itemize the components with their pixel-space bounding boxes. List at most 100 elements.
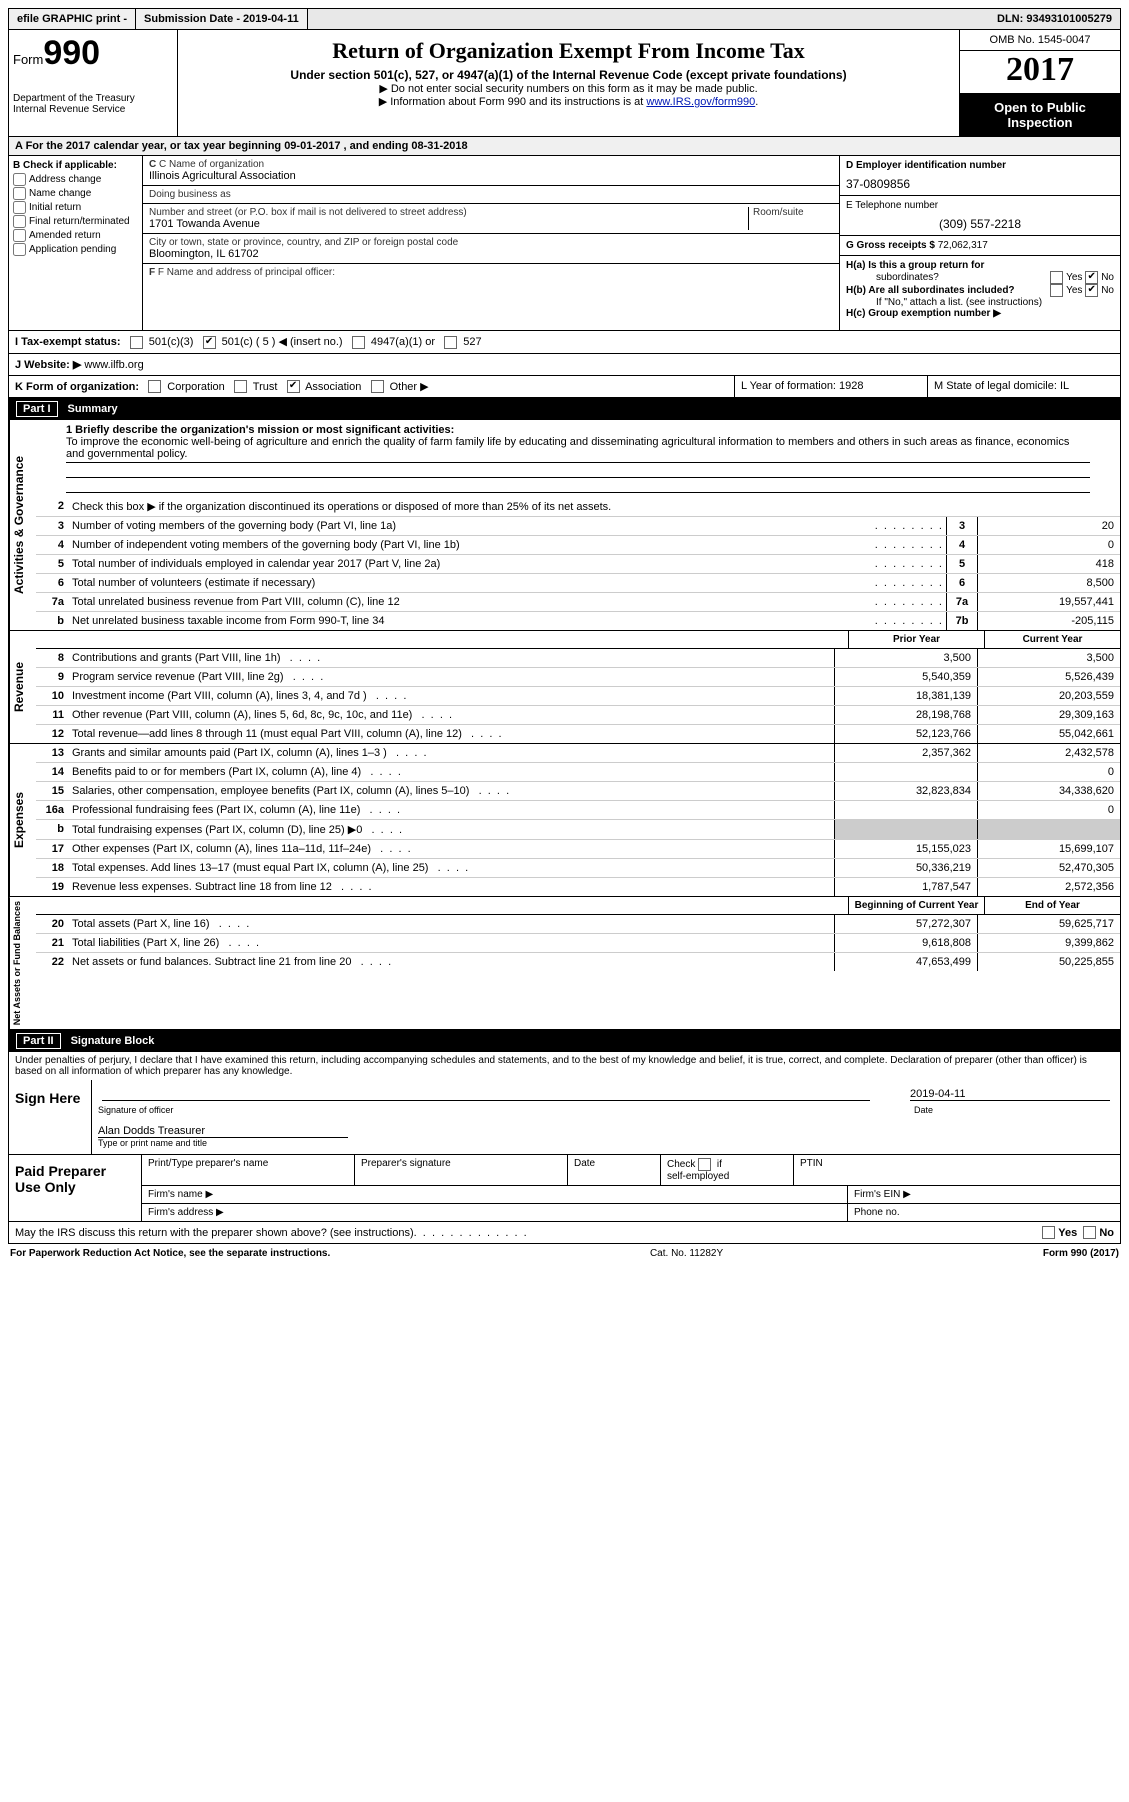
exp-line-b: bTotal fundraising expenses (Part IX, co… xyxy=(36,820,1120,840)
sig-officer-label: Signature of officer xyxy=(98,1105,874,1115)
city-value: Bloomington, IL 61702 xyxy=(149,248,833,260)
ha-yes[interactable] xyxy=(1050,271,1063,284)
exp-line-13: 13Grants and similar amounts paid (Part … xyxy=(36,744,1120,763)
form-header: Form990 Department of the Treasury Inter… xyxy=(8,30,1121,137)
revenue-section: Revenue Prior Year Current Year 8Contrib… xyxy=(8,631,1121,744)
net-line-20: 20Total assets (Part X, line 16) . . . .… xyxy=(36,915,1120,934)
cb-other[interactable] xyxy=(371,380,384,393)
efile-print-label[interactable]: efile GRAPHIC print - xyxy=(9,9,136,29)
note-info: ▶ Information about Form 990 and its ins… xyxy=(188,95,949,108)
cb-assoc[interactable] xyxy=(287,380,300,393)
ha-label: H(a) Is this a group return for xyxy=(846,260,984,271)
hb-no[interactable] xyxy=(1085,284,1098,297)
exp-line-19: 19Revenue less expenses. Subtract line 1… xyxy=(36,878,1120,896)
ptin-hdr: PTIN xyxy=(794,1155,1120,1185)
ein-value: 37-0809856 xyxy=(846,171,1114,191)
row-j: J Website: ▶ www.ilfb.org xyxy=(8,354,1121,376)
cb-amended[interactable]: Amended return xyxy=(13,229,138,242)
firm-name: Firm's name ▶ xyxy=(142,1186,848,1203)
form-number-block: Form990 xyxy=(13,34,173,73)
firm-ein: Firm's EIN ▶ xyxy=(848,1186,1120,1203)
cb-address-change[interactable]: Address change xyxy=(13,173,138,186)
cb-app-pending[interactable]: Application pending xyxy=(13,243,138,256)
net-line-22: 22Net assets or fund balances. Subtract … xyxy=(36,953,1120,971)
cb-501c[interactable] xyxy=(203,336,216,349)
ein-label: D Employer identification number xyxy=(846,160,1006,171)
cb-corp[interactable] xyxy=(148,380,161,393)
form-subtitle: Under section 501(c), 527, or 4947(a)(1)… xyxy=(188,68,949,82)
hb-yes[interactable] xyxy=(1050,284,1063,297)
col-b-header: B Check if applicable: xyxy=(13,160,138,171)
footer-right: Form 990 (2017) xyxy=(1043,1248,1119,1259)
row-a-tax-year: A For the 2017 calendar year, or tax yea… xyxy=(8,137,1121,156)
dln: DLN: 93493101005279 xyxy=(989,9,1120,29)
preparer-date-hdr: Date xyxy=(568,1155,661,1185)
state-domicile: M State of legal domicile: IL xyxy=(927,376,1120,398)
discuss-text: May the IRS discuss this return with the… xyxy=(15,1227,414,1239)
cb-4947[interactable] xyxy=(352,336,365,349)
rev-line-12: 12Total revenue—add lines 8 through 11 (… xyxy=(36,725,1120,743)
hdr-prior-year: Prior Year xyxy=(848,631,984,648)
officer-name: Alan Dodds Treasurer xyxy=(98,1125,348,1138)
dept-line1: Department of the Treasury xyxy=(13,93,173,104)
part1-header: Part I Summary xyxy=(8,398,1121,420)
gov-line-3: 3Number of voting members of the governi… xyxy=(36,517,1120,536)
sign-here-label: Sign Here xyxy=(9,1080,92,1154)
officer-label: F Name and address of principal officer: xyxy=(158,267,335,278)
preparer-name-hdr: Print/Type preparer's name xyxy=(142,1155,355,1185)
signature-block: Sign Here 2019-04-11 Signature of office… xyxy=(8,1080,1121,1222)
dept-line2: Internal Revenue Service xyxy=(13,104,173,115)
gross-label: G Gross receipts $ xyxy=(846,240,935,251)
discuss-yes[interactable] xyxy=(1042,1226,1055,1239)
form-990: 990 xyxy=(43,34,100,72)
expenses-section: Expenses 13Grants and similar amounts pa… xyxy=(8,744,1121,897)
net-line-21: 21Total liabilities (Part X, line 26) . … xyxy=(36,934,1120,953)
cb-final-return[interactable]: Final return/terminated xyxy=(13,215,138,228)
officer-name-label: Type or print name and title xyxy=(98,1138,1114,1148)
ha2-label: subordinates? xyxy=(846,272,1050,283)
section-bcd: B Check if applicable: Address change Na… xyxy=(8,156,1121,331)
gov-line-7a: 7aTotal unrelated business revenue from … xyxy=(36,593,1120,612)
part2-title: Signature Block xyxy=(71,1035,155,1047)
cb-name-change[interactable]: Name change xyxy=(13,187,138,200)
year-formation: L Year of formation: 1928 xyxy=(734,376,927,398)
netassets-section: Net Assets or Fund Balances Beginning of… xyxy=(8,897,1121,1030)
cb-trust[interactable] xyxy=(234,380,247,393)
ha-no[interactable] xyxy=(1085,271,1098,284)
org-name: Illinois Agricultural Association xyxy=(149,170,833,182)
room-label: Room/suite xyxy=(753,207,833,218)
part2-num: Part II xyxy=(16,1033,61,1049)
sign-date: 2019-04-11 xyxy=(910,1088,1110,1101)
tax-exempt-label: I Tax-exempt status: xyxy=(15,336,121,348)
firm-addr: Firm's address ▶ xyxy=(142,1204,848,1221)
col-c-org-info: C C Name of organization Illinois Agricu… xyxy=(143,156,839,330)
discuss-no[interactable] xyxy=(1083,1226,1096,1239)
sidetab-governance: Activities & Governance xyxy=(9,420,36,630)
sidetab-expenses: Expenses xyxy=(9,744,36,896)
part2-header: Part II Signature Block xyxy=(8,1030,1121,1052)
exp-line-14: 14Benefits paid to or for members (Part … xyxy=(36,763,1120,782)
penalties-text: Under penalties of perjury, I declare th… xyxy=(8,1052,1121,1080)
city-label: City or town, state or province, country… xyxy=(149,237,833,248)
h-section: H(a) Is this a group return for subordin… xyxy=(840,256,1120,323)
irs-link[interactable]: www.IRS.gov/form990 xyxy=(646,96,755,108)
sidetab-netassets: Net Assets or Fund Balances xyxy=(9,897,36,1029)
note2-prefix: ▶ Information about Form 990 and its ins… xyxy=(379,96,647,108)
firm-phone: Phone no. xyxy=(848,1204,1120,1221)
cb-initial-return[interactable]: Initial return xyxy=(13,201,138,214)
col-b-checkboxes: B Check if applicable: Address change Na… xyxy=(9,156,143,330)
exp-line-15: 15Salaries, other compensation, employee… xyxy=(36,782,1120,801)
hdr-current-year: Current Year xyxy=(984,631,1120,648)
gov-line-7b: bNet unrelated business taxable income f… xyxy=(36,612,1120,630)
form-org-label: K Form of organization: xyxy=(15,381,139,393)
cb-527[interactable] xyxy=(444,336,457,349)
mission-label: 1 Briefly describe the organization's mi… xyxy=(66,424,454,436)
discuss-row: May the IRS discuss this return with the… xyxy=(8,1222,1121,1244)
row-a-text: A For the 2017 calendar year, or tax yea… xyxy=(15,140,468,152)
cb-501c3[interactable] xyxy=(130,336,143,349)
hb-label: H(b) Are all subordinates included? xyxy=(846,285,1015,296)
hc-label: H(c) Group exemption number ▶ xyxy=(846,308,1001,319)
rev-line-10: 10Investment income (Part VIII, column (… xyxy=(36,687,1120,706)
cb-self-employed[interactable] xyxy=(698,1158,711,1171)
gov-line-4: 4Number of independent voting members of… xyxy=(36,536,1120,555)
